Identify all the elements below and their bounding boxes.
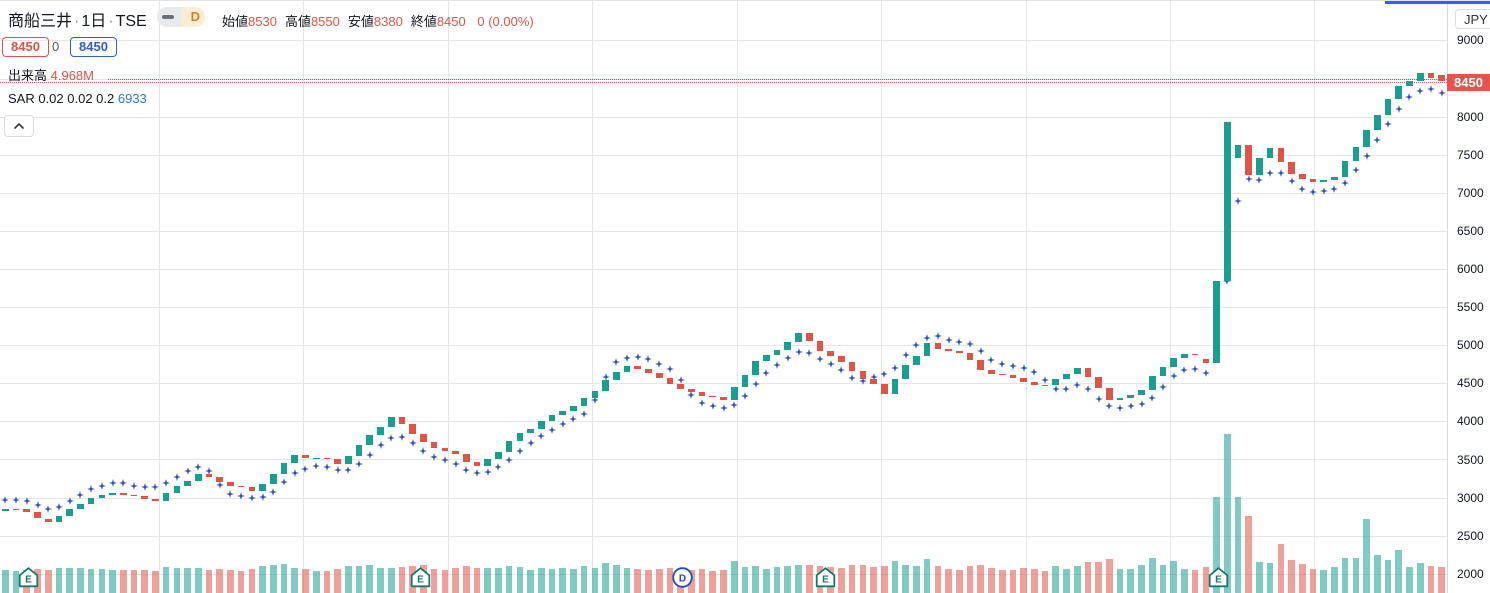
svg-text:E: E — [25, 575, 32, 586]
svg-text:E: E — [1215, 575, 1222, 586]
svg-text:E: E — [417, 575, 424, 586]
svg-text:E: E — [822, 575, 829, 586]
svg-text:D: D — [679, 574, 686, 585]
